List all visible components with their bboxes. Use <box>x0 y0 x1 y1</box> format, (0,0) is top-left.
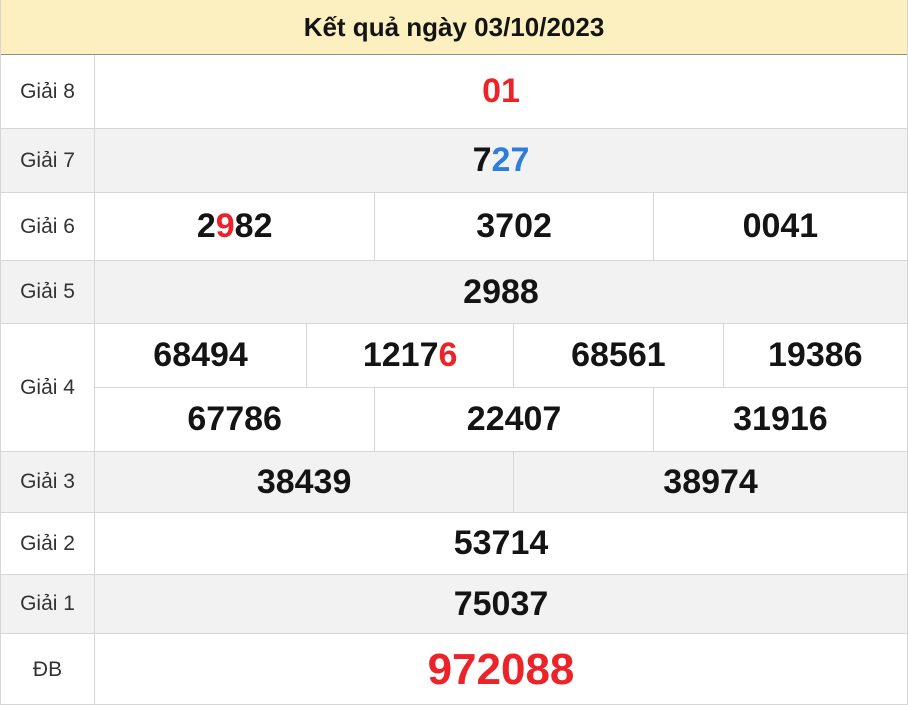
prize-number-cell: 38439 <box>95 452 513 512</box>
prize-number: 727 <box>472 141 530 179</box>
prize-number: 2982 <box>196 207 273 245</box>
prize-number-cell: 31916 <box>652 388 907 451</box>
prize-number-cell: 19386 <box>722 324 907 387</box>
prize-label-giai-2: Giải 2 <box>20 531 75 555</box>
prize-label-giai-1: Giải 1 <box>20 592 75 615</box>
row-giai-3: Giải 3 38439 38974 <box>1 451 907 512</box>
prize-number-cell: 0041 <box>652 193 907 260</box>
results-header: Kết quả ngày 03/10/2023 <box>1 0 907 55</box>
prize-number: 01 <box>482 72 520 110</box>
row-giai-2: Giải 2 53714 <box>1 512 907 574</box>
prize-label-giai-4: Giải 4 <box>20 375 75 399</box>
prize-number-cell: 68494 <box>95 324 306 387</box>
prize-number: 38974 <box>663 462 758 501</box>
prize-number-cell: 972088 <box>95 634 907 704</box>
prize-number: 67786 <box>187 400 282 438</box>
prize-number: 38439 <box>256 462 352 501</box>
prize-number-cell: 2988 <box>95 261 907 323</box>
prize-number-cell: 12176 <box>306 324 513 387</box>
prize-number: 2988 <box>463 272 539 311</box>
prize-number: 12176 <box>362 336 458 374</box>
prize-number: 19386 <box>768 336 863 374</box>
results-title: Kết quả ngày 03/10/2023 <box>303 11 605 42</box>
prize-number: 68494 <box>153 336 248 374</box>
prize-number-cell: 727 <box>95 129 907 192</box>
prize-number: 0041 <box>742 207 819 245</box>
row-giai-8: Giải 8 01 <box>1 55 907 128</box>
prize-number: 31916 <box>733 400 828 438</box>
row-giai-5: Giải 5 2988 <box>1 260 907 323</box>
prize-number-cell: 22407 <box>374 388 653 451</box>
prize-number: 75037 <box>453 584 549 623</box>
prize-number-cell: 2982 <box>95 193 374 260</box>
row-giai-7: Giải 7 727 <box>1 128 907 192</box>
prize-number-cell: 38974 <box>513 452 907 512</box>
prize-number-cell: 3702 <box>374 193 653 260</box>
prize-label-dac-biet: ĐB <box>32 657 63 681</box>
prize-number-cell: 67786 <box>95 388 374 451</box>
prize-label-giai-8: Giải 8 <box>20 79 75 103</box>
prize-number: 3702 <box>476 207 552 245</box>
row-dac-biet: ĐB 972088 <box>1 633 907 704</box>
prize-label-giai-6: Giải 6 <box>20 214 75 238</box>
prize-number: 22407 <box>466 400 562 438</box>
prize-label-giai-5: Giải 5 <box>20 280 75 303</box>
prize-label-giai-7: Giải 7 <box>20 148 75 172</box>
prize-number-special: 972088 <box>427 644 575 694</box>
prize-number-cell: 01 <box>95 55 907 128</box>
prize-label-giai-3: Giải 3 <box>20 470 75 493</box>
prize-number: 53714 <box>453 524 549 562</box>
row-giai-4: Giải 4 68494 12176 68561 19386 67786 <box>1 323 907 451</box>
row-giai-6: Giải 6 2982 3702 0041 <box>1 192 907 260</box>
prize-number-cell: 68561 <box>513 324 722 387</box>
prize-number-cell: 53714 <box>95 513 907 574</box>
row-giai-1: Giải 1 75037 <box>1 574 907 633</box>
prize-number-cell: 75037 <box>95 575 907 633</box>
prize-number: 68561 <box>571 336 666 374</box>
